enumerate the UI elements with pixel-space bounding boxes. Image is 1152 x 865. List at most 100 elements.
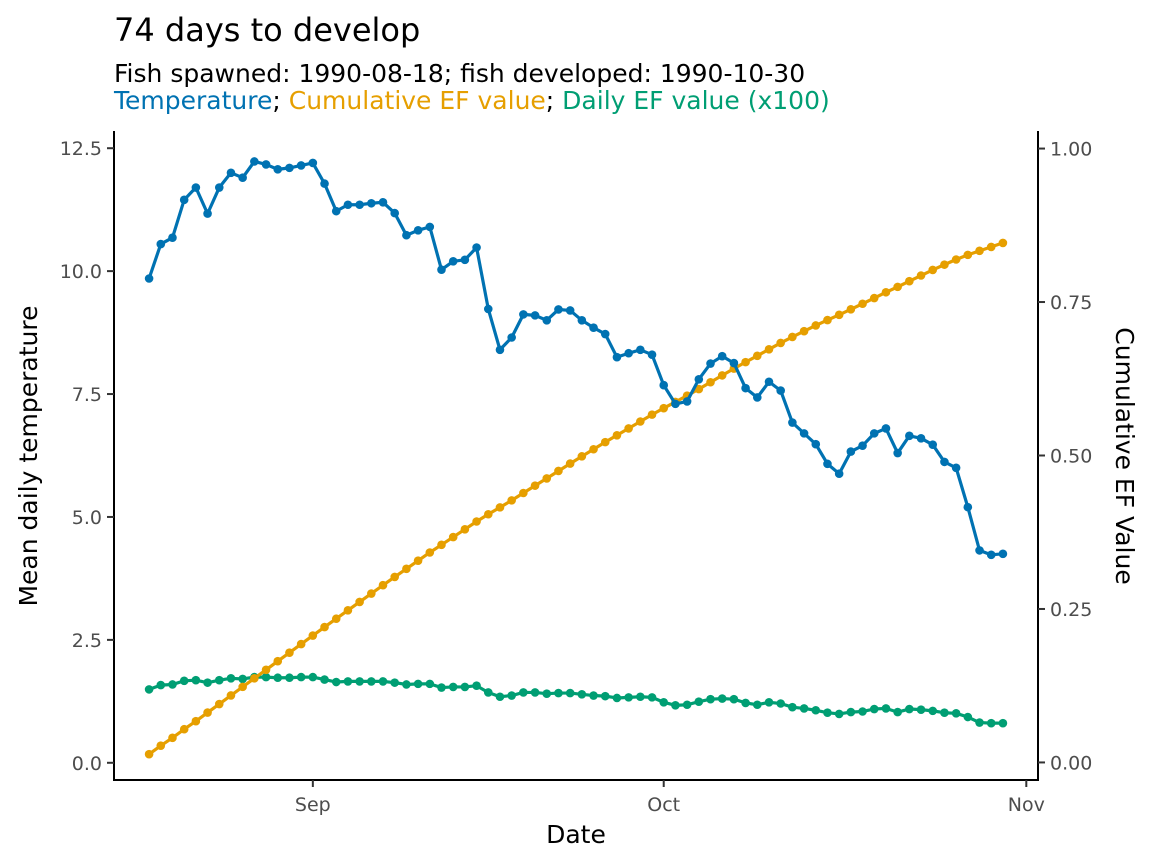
series-1-point-29 xyxy=(483,509,493,519)
series-1-point-15 xyxy=(320,622,329,632)
x-axis-title: Date xyxy=(546,820,606,849)
series-2-point-41 xyxy=(624,693,633,702)
series-0-point-69 xyxy=(951,463,961,473)
series-2-point-53 xyxy=(764,697,774,707)
series-1-point-7 xyxy=(226,691,236,700)
series-0-point-44 xyxy=(659,380,669,390)
series-0-point-5 xyxy=(203,209,212,218)
series-0-point-61 xyxy=(858,441,867,450)
series-1-point-66 xyxy=(916,271,926,280)
y-tick-label-5: 12.5 xyxy=(60,138,102,160)
series-2-point-38 xyxy=(589,691,598,700)
series-2-point-67 xyxy=(928,706,938,716)
series-2-point-21 xyxy=(390,678,400,687)
series-2-point-73 xyxy=(998,718,1008,728)
series-2-point-30 xyxy=(495,692,505,702)
series-2-point-25 xyxy=(437,683,446,692)
series-2-point-10 xyxy=(261,672,271,682)
series-2-point-7 xyxy=(226,674,236,683)
series-0-point-7 xyxy=(226,168,236,178)
series-0-point-11 xyxy=(273,165,283,174)
series-2-point-42 xyxy=(636,692,645,702)
series-2-point-6 xyxy=(214,675,224,685)
right-y-axis-ticks: 0.00 0.25 0.50 0.75 1.00 xyxy=(1038,139,1092,774)
series-2-point-20 xyxy=(378,677,388,686)
series-0-point-67 xyxy=(928,440,938,449)
series-1-point-63 xyxy=(881,287,891,297)
series-2-point-40 xyxy=(612,693,622,703)
series-0 xyxy=(144,157,1008,560)
series-2-point-3 xyxy=(179,676,189,686)
y-tick-label-1: 2.5 xyxy=(72,630,102,652)
series-1-point-11 xyxy=(273,656,283,666)
series-1-point-52 xyxy=(752,351,762,361)
series-1-point-0 xyxy=(144,749,154,759)
series-0-point-30 xyxy=(495,345,505,355)
series-1-point-49 xyxy=(717,371,727,380)
series-0-point-58 xyxy=(823,459,832,469)
series-2-point-16 xyxy=(331,677,341,687)
left-y-axis-title: Mean daily temperature xyxy=(14,305,43,606)
series-0-point-40 xyxy=(612,352,622,362)
series-2-point-62 xyxy=(869,704,879,714)
series-0-point-53 xyxy=(764,377,774,387)
series-0-point-19 xyxy=(367,198,376,208)
series-0-point-46 xyxy=(682,397,692,406)
series-2-point-70 xyxy=(963,712,973,722)
series-0-point-6 xyxy=(214,183,224,192)
series-0-point-18 xyxy=(355,200,364,210)
series-0-point-17 xyxy=(343,200,353,210)
y-tick-label-0: 0.0 xyxy=(72,753,102,775)
series-1-point-31 xyxy=(507,496,516,505)
series-2-point-68 xyxy=(940,708,949,718)
series-1-point-25 xyxy=(437,540,446,550)
series-2-point-4 xyxy=(191,675,201,685)
series-0-point-49 xyxy=(717,351,727,361)
x-tick-label-1: Oct xyxy=(647,794,680,816)
series-2-point-11 xyxy=(273,673,283,683)
series-2-point-17 xyxy=(343,677,353,686)
series-1-point-53 xyxy=(764,345,774,354)
series-1-point-42 xyxy=(636,417,645,426)
series-1-point-55 xyxy=(788,332,797,342)
series-1-point-14 xyxy=(308,631,318,640)
series-1-point-58 xyxy=(823,315,832,325)
series-1-point-34 xyxy=(542,474,552,483)
series-1-point-21 xyxy=(390,572,400,582)
y-tick-label-2: 5.0 xyxy=(72,507,102,529)
series-0-point-21 xyxy=(390,208,400,218)
series-2-point-5 xyxy=(203,678,212,687)
series-1-point-48 xyxy=(706,377,715,387)
series-0-point-29 xyxy=(483,304,493,314)
series-2-point-72 xyxy=(986,718,996,728)
series-1-point-69 xyxy=(951,255,961,264)
series-2-point-44 xyxy=(659,697,669,707)
series-1-point-33 xyxy=(530,481,540,490)
series-1-point-16 xyxy=(331,614,341,624)
series-1-point-61 xyxy=(858,299,867,309)
series-0-point-48 xyxy=(706,359,715,368)
series-1-point-68 xyxy=(940,260,949,269)
series-0-point-25 xyxy=(437,265,446,274)
series-1-point-17 xyxy=(343,606,353,615)
series-1-point-72 xyxy=(986,242,996,252)
series-2-point-13 xyxy=(296,672,306,682)
series-2-point-39 xyxy=(600,691,610,701)
series-0-point-38 xyxy=(589,323,598,332)
series-1-point-10 xyxy=(261,665,271,675)
series-2-point-37 xyxy=(577,690,587,699)
legend-segment-2: Cumulative EF value xyxy=(289,86,546,115)
series-2-point-2 xyxy=(168,680,177,689)
series-0-point-3 xyxy=(179,195,189,205)
series-2-point-51 xyxy=(741,698,750,708)
series-1-point-20 xyxy=(378,580,388,590)
series-2-point-27 xyxy=(460,682,470,692)
left-y-axis-ticks: 0.0 2.5 5.0 7.5 10.0 12.5 xyxy=(60,138,114,775)
x-tick-label-2: Nov xyxy=(1008,794,1045,816)
series-0-point-65 xyxy=(905,431,914,441)
series-2-point-54 xyxy=(776,699,785,708)
series-0-point-60 xyxy=(846,447,856,456)
series-0-point-35 xyxy=(554,305,563,314)
series-0-point-47 xyxy=(694,374,704,384)
series-1-point-51 xyxy=(741,357,750,367)
